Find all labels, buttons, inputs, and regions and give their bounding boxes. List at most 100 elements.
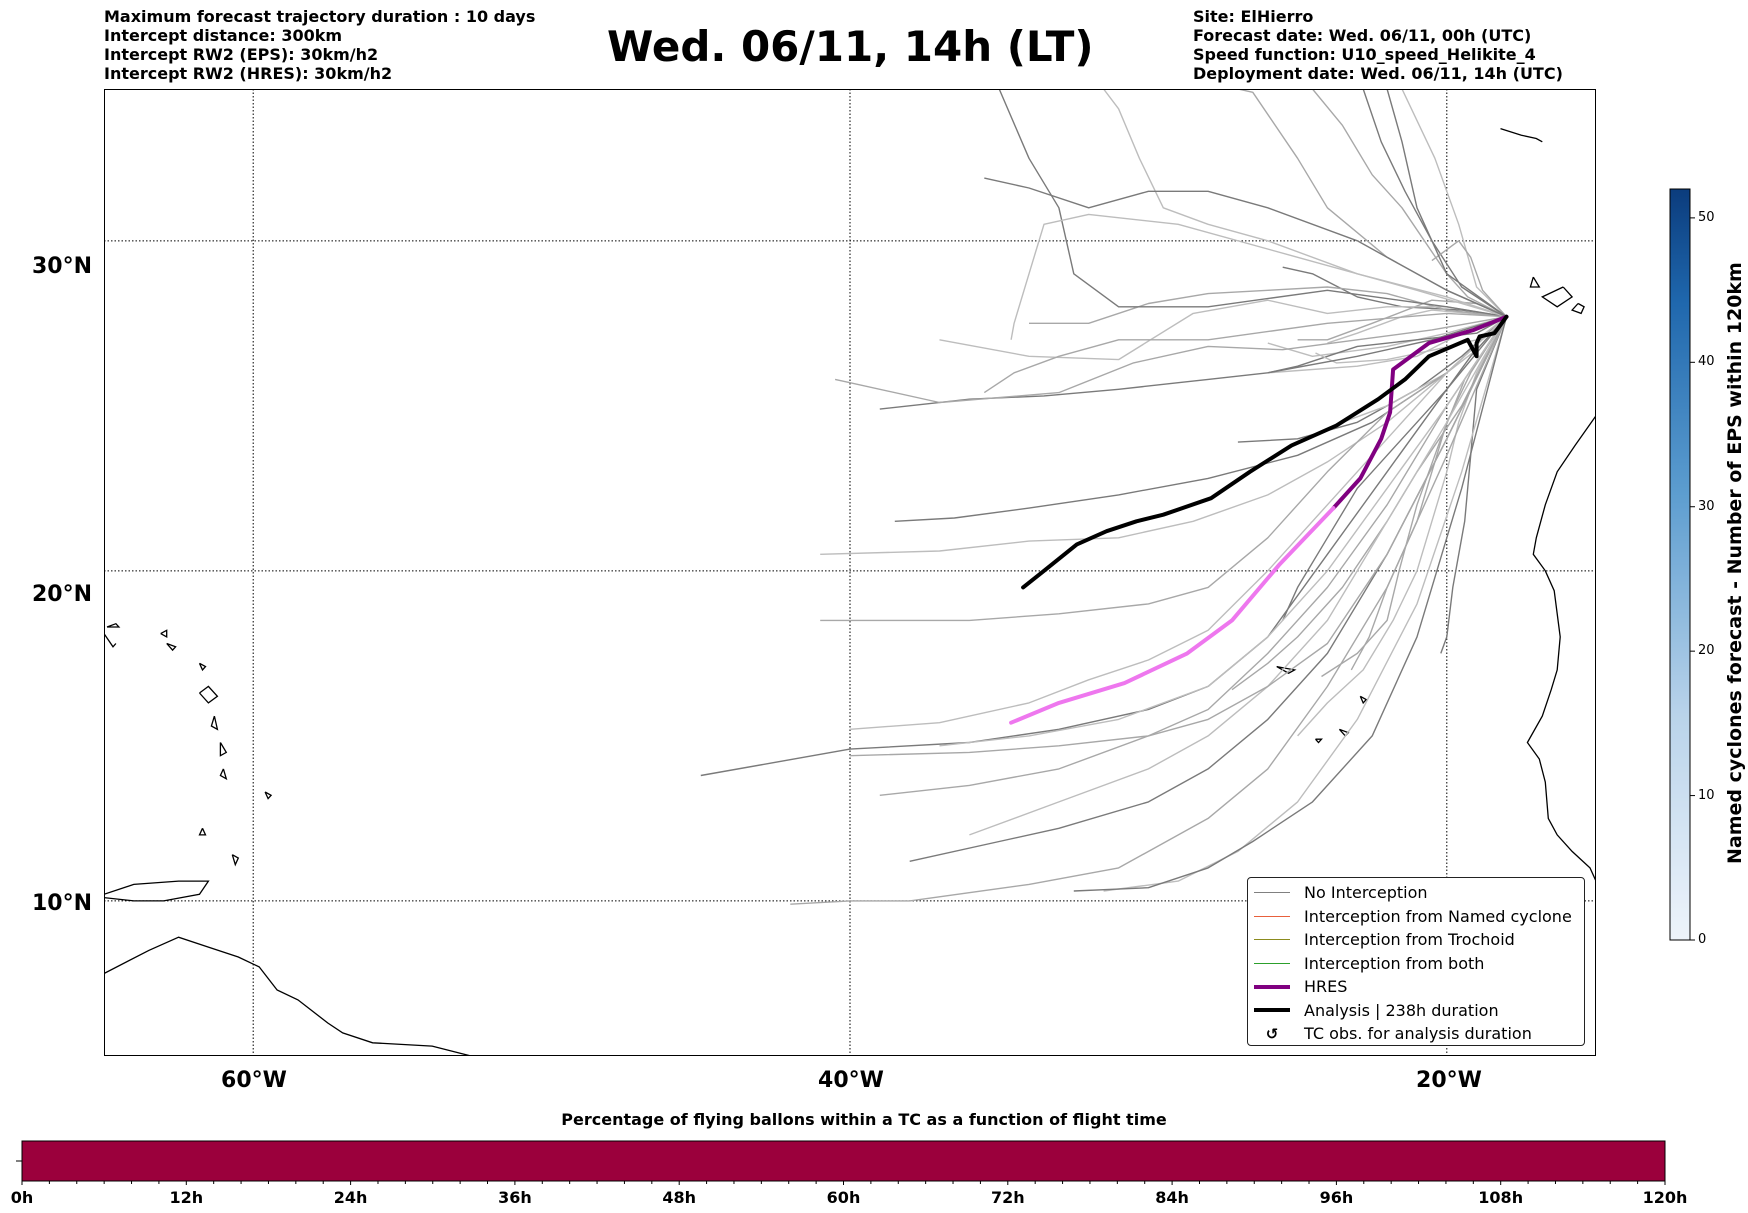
coastline-0 (1526, 415, 1596, 882)
eps-trajectory (849, 316, 1508, 757)
legend-item-tc-obs: ↺ TC obs. for analysis duration (1254, 1022, 1584, 1046)
legend-label: Interception from Named cyclone (1304, 906, 1572, 926)
legend-swatch-trochoid (1254, 939, 1290, 941)
eps-trajectories (700, 89, 1508, 905)
coastline-12 (199, 685, 219, 704)
eps-trajectory (1386, 89, 1507, 318)
header-right: Site: ElHierro Forecast date: Wed. 06/11… (1193, 7, 1563, 83)
colorbar-title: Named cyclones forecast - Number of EPS … (1724, 262, 1746, 864)
time-label-12h: 12h (169, 1188, 204, 1207)
eps-trajectory (1267, 316, 1507, 374)
time-label-72h: 72h (990, 1188, 1025, 1207)
eps-trajectory (1073, 316, 1508, 892)
coastline-23 (210, 715, 219, 731)
lat-label-10n: 10°N (32, 891, 93, 916)
eps-trajectory (1440, 316, 1508, 654)
legend-swatch-both (1254, 962, 1290, 964)
trajectory-map (104, 89, 1596, 1056)
colorbar-tick-50: 50 (1698, 209, 1715, 225)
coastline-2 (104, 880, 210, 902)
eps-trajectory (1321, 316, 1508, 678)
legend-label: Analysis | 238h duration (1304, 1000, 1499, 1020)
legend-label: No Interception (1304, 883, 1428, 903)
legend-label: Interception from Trochoid (1304, 930, 1515, 950)
legend-item-named-cyclone: Interception from Named cyclone (1254, 905, 1584, 929)
lat-label-20n: 20°N (32, 582, 93, 607)
coastline-7 (1529, 276, 1541, 288)
eps-trajectory (983, 312, 1507, 394)
legend-item-both: Interception from both (1254, 952, 1584, 976)
time-bar-ticks (21, 1181, 1666, 1185)
time-label-108h: 108h (1478, 1188, 1524, 1207)
eps-trajectory (1311, 89, 1507, 318)
legend-item-hres: HRES (1254, 975, 1584, 999)
time-label-36h: 36h (498, 1188, 532, 1207)
eps-trajectory (1401, 89, 1507, 318)
lat-label-30n: 30°N (32, 254, 93, 279)
coastline-18 (166, 642, 177, 652)
legend-label: TC obs. for analysis duration (1304, 1024, 1532, 1044)
legend-item-no-interception: No Interception (1254, 881, 1584, 905)
header-line-max-duration: Maximum forecast trajectory duration : 1… (104, 7, 536, 26)
coastline-11 (1359, 695, 1368, 705)
time-label-48h: 48h (662, 1188, 697, 1207)
colorbar-tick-10: 10 (1698, 787, 1715, 803)
eps-trajectory (1103, 89, 1507, 318)
eps-trajectory (939, 316, 1508, 747)
time-bar (16, 1140, 1666, 1185)
coastline-15 (198, 828, 207, 836)
lon-label-20w: 20°W (1416, 1068, 1482, 1093)
analysis-trajectory (1021, 314, 1509, 590)
header-line-intercept-hres: Intercept RW2 (HRES): 30km/h2 (104, 64, 393, 83)
eps-trajectory (1103, 316, 1508, 892)
time-label-120h: 120h (1642, 1188, 1688, 1207)
eps-trajectory (834, 316, 1507, 404)
legend-swatch-analysis (1254, 1008, 1290, 1013)
coastline-3 (1500, 127, 1543, 143)
coastline-17 (264, 791, 273, 800)
legend-label: HRES (1304, 977, 1348, 997)
eps-trajectory (1267, 316, 1507, 357)
eps-trajectory (998, 89, 1507, 318)
time-label-60h: 60h (826, 1188, 861, 1207)
eps-trajectory (879, 316, 1508, 796)
time-bar-title: Percentage of flying ballons within a TC… (561, 1110, 1167, 1129)
header-left: Maximum forecast trajectory duration : 1… (104, 7, 535, 83)
colorbar-tick-40: 40 (1698, 354, 1715, 370)
coastline-20 (160, 629, 168, 638)
eps-trajectory (1431, 240, 1508, 318)
header-line-intercept-eps: Intercept RW2 (EPS): 30km/h2 (104, 45, 379, 64)
header-line-deployment-date: Deployment date: Wed. 06/11, 14h (UTC) (1193, 64, 1563, 83)
coastline-14 (219, 768, 228, 781)
coastline-10 (1315, 738, 1323, 744)
eps-trajectory (984, 177, 1507, 318)
coastline-19 (106, 622, 121, 628)
eps-trajectory (939, 299, 1507, 361)
coastline-22 (198, 662, 207, 672)
time-label-0h: 0h (10, 1188, 34, 1207)
coastline-16 (231, 854, 240, 867)
legend-swatch-no-interception (1254, 892, 1290, 894)
coastline-4 (1540, 286, 1574, 308)
colorbar-tick-20: 20 (1698, 643, 1715, 659)
eps-trajectory (1010, 213, 1507, 340)
eps-trajectory (1231, 316, 1508, 691)
hres-trajectory-late (1009, 506, 1336, 725)
header-line-forecast-date: Forecast date: Wed. 06/11, 00h (UTC) (1193, 26, 1532, 45)
time-label-96h: 96h (1319, 1188, 1354, 1207)
cyclone-colorbar (1669, 188, 1695, 941)
time-bar-fill (22, 1141, 1665, 1181)
lon-label-60w: 60°W (221, 1068, 287, 1093)
coastline-21 (104, 633, 117, 648)
coastline-5 (1570, 302, 1585, 315)
eps-trajectory (820, 316, 1507, 555)
legend-swatch-named-cyclone (1254, 915, 1290, 917)
time-label-24h: 24h (333, 1188, 368, 1207)
eps-trajectory (849, 316, 1507, 730)
lon-label-40w: 40°W (818, 1068, 884, 1093)
page-title: Wed. 06/11, 14h (LT) (607, 22, 1094, 71)
map-legend: No Interception Interception from Named … (1247, 877, 1585, 1046)
eps-trajectory (1282, 316, 1508, 621)
eps-trajectory (1362, 89, 1507, 318)
time-label-84h: 84h (1155, 1188, 1189, 1207)
